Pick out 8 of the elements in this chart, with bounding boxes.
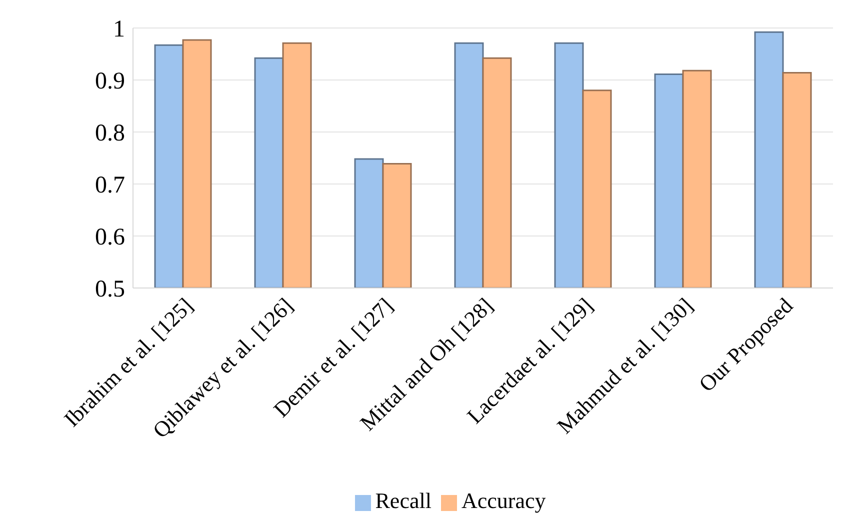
legend-label: Accuracy: [461, 488, 546, 513]
y-tick-label: 0.7: [95, 172, 125, 199]
y-tick-label: 0.5: [95, 276, 125, 303]
legend-label: Recall: [375, 488, 432, 513]
y-tick-label: 1: [113, 16, 125, 43]
y-tick-label: 0.9: [95, 68, 125, 95]
y-tick-label: 0.6: [95, 224, 125, 251]
y-tick-label: 0.8: [95, 120, 125, 147]
